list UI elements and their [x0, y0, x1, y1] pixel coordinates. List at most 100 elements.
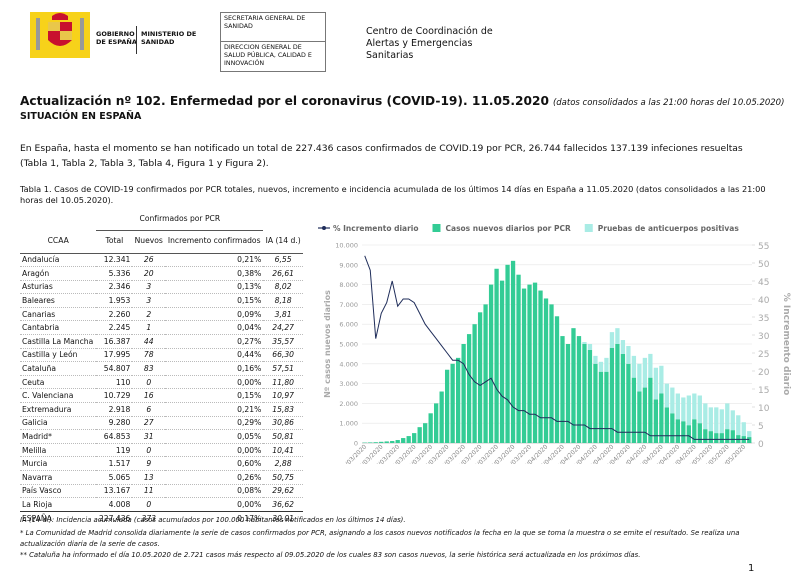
bar: [368, 442, 373, 443]
bar: [692, 419, 697, 443]
table-row: Melilla 119 0 0,00% 10,41: [20, 443, 303, 458]
table-cell: 10,97: [263, 388, 303, 404]
bar: [477, 312, 483, 443]
bar: [615, 328, 620, 344]
bar: [417, 427, 422, 443]
bar: [648, 353, 653, 378]
bar: [461, 344, 466, 443]
y-tick-label: 10.000: [335, 242, 358, 250]
y2-tick-label: 55: [758, 242, 769, 252]
table-cell: 17.995: [96, 348, 133, 363]
footnote: ** Cataluña ha informado el día 10.05.20…: [20, 551, 641, 559]
table-row: Canarias 2.260 2 0,09% 3,81: [20, 307, 303, 322]
table-row: Madrid* 64.853 31 0,05% 50,81: [20, 429, 303, 444]
table-cell: 78: [132, 348, 166, 363]
column-header: IA (14 d.): [263, 230, 303, 254]
table-cell: 3: [132, 280, 166, 295]
y2-tick-label: 15: [758, 386, 769, 396]
bar: [670, 387, 675, 414]
bar: [423, 423, 428, 443]
table: Confirmados por PCR CCAA Total Nuevos Increm…: [20, 208, 303, 525]
bar: [395, 440, 400, 443]
bar: [719, 433, 724, 443]
table-cell: 13.167: [96, 484, 133, 499]
table-cell: 35,57: [263, 334, 303, 349]
bar: [719, 409, 724, 434]
y2-tick-label: 10: [758, 404, 770, 414]
bar: [659, 393, 664, 443]
table-cell: 29,62: [263, 484, 303, 499]
table-cell: La Rioja: [20, 497, 97, 512]
table-cell: Navarra: [20, 470, 97, 485]
bar: [626, 363, 631, 443]
table-cell: 0,08%: [165, 484, 264, 499]
bar: [444, 369, 450, 443]
bar: [576, 336, 582, 443]
table-cell: 26,61: [263, 266, 303, 281]
bar: [472, 324, 477, 443]
y-tick-label: 4.000: [339, 360, 358, 368]
table-cell: 2,88: [263, 456, 303, 471]
table-cell: 15,83: [263, 402, 303, 417]
table-cell: 6,55: [263, 253, 303, 268]
bar: [428, 413, 433, 443]
bar: [593, 355, 598, 364]
table-cell: 0: [132, 443, 166, 458]
footnote: IA (14 d.): Incidencia acumulada (casos …: [20, 516, 406, 524]
bar: [725, 429, 730, 443]
y2-tick-label: 30: [758, 332, 770, 342]
paragraph: En España, hasta el momento se han notif…: [20, 143, 743, 169]
table-cell: 1.517: [96, 456, 133, 471]
bar: [554, 316, 560, 443]
legend-label: Pruebas de anticuerpos positivas: [598, 224, 740, 233]
bar: [379, 441, 384, 443]
bar: [483, 304, 488, 443]
bar: [384, 441, 389, 443]
bar: [697, 395, 702, 424]
bar: [598, 371, 604, 443]
group-header: Confirmados por PCR: [96, 208, 264, 231]
table-cell: Baleares: [20, 293, 97, 308]
bar: [499, 280, 505, 443]
table-cell: 0,60%: [165, 456, 264, 471]
y-tick-label: 3.000: [339, 380, 358, 388]
table-row: Baleares 1.953 3 0,15% 8,18: [20, 293, 303, 308]
bar: [637, 391, 642, 443]
bar: [543, 298, 549, 443]
table-cell: ESPAÑA: [20, 510, 97, 525]
table-cell: Cantabria: [20, 320, 97, 336]
table-cell: 8,18: [263, 293, 303, 308]
table-cell: 3: [132, 293, 166, 308]
table-cell: 64.853: [96, 429, 133, 444]
y2-axis-title: % Incremento diario: [781, 293, 791, 396]
table-cell: 30,86: [263, 416, 303, 431]
table-cell: 24,27: [263, 320, 303, 336]
table-cell: 13: [132, 470, 166, 485]
bar: [664, 383, 670, 408]
table-cell: 50,75: [263, 470, 303, 485]
table-cell: Castilla y León: [20, 348, 97, 363]
gobierno: GOBIERNO DE ESPAÑA: [96, 30, 137, 46]
table-cell: 0,21%: [165, 253, 264, 268]
column-header: Incremento confirmados: [165, 230, 264, 254]
bar: [516, 274, 521, 443]
bar: [648, 377, 653, 443]
empty-header: [20, 208, 96, 230]
table-cell: 2.918: [96, 402, 133, 417]
bar: [582, 342, 587, 344]
table-cell: 0,29%: [165, 416, 264, 431]
bar: [593, 363, 598, 443]
table-cell: 1: [132, 320, 166, 336]
table-cell: 26: [132, 253, 166, 268]
table-cell: Ceuta: [20, 375, 97, 390]
empty-header: [263, 208, 303, 230]
table-cell: 119: [96, 443, 133, 458]
table-cell: 2.245: [96, 320, 133, 336]
table-row: C. Valenciana 10.729 16 0,15% 10,97: [20, 388, 303, 404]
table-cell: 0,04%: [165, 320, 264, 336]
table-row: Castilla y León 17.995 78 0,44% 66,30: [20, 348, 303, 363]
table-cell: 16: [132, 388, 166, 404]
legend-label: Casos nuevos diarios por PCR: [446, 224, 571, 233]
bar: [747, 431, 752, 438]
table-caption: Tabla 1. Casos de COVID-19 confirmados p…: [20, 184, 766, 205]
